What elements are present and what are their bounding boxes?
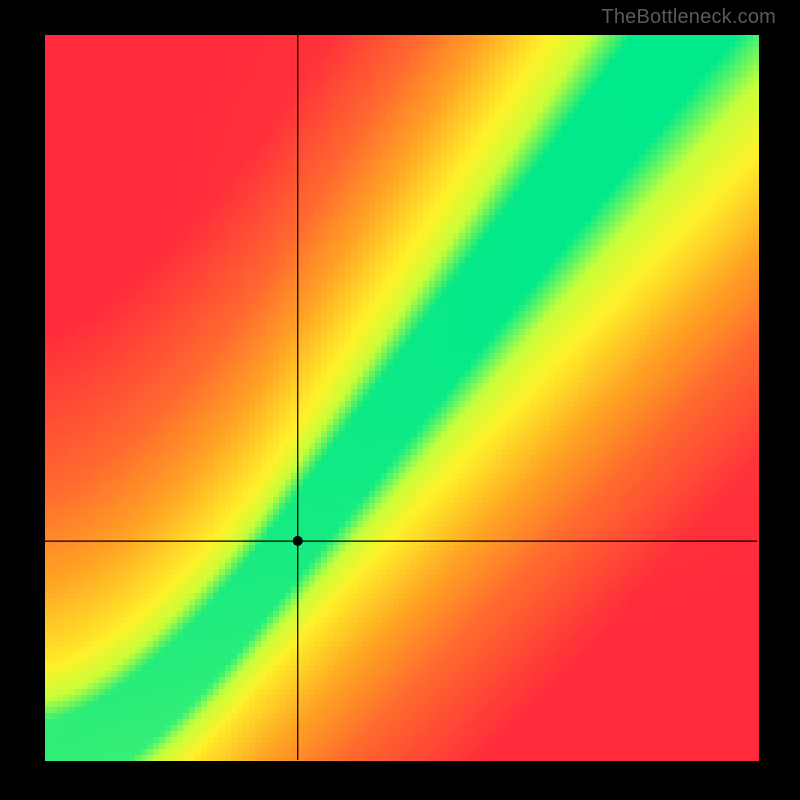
chart-container: TheBottleneck.com — [0, 0, 800, 800]
bottleneck-heatmap — [0, 0, 800, 800]
watermark-text: TheBottleneck.com — [601, 6, 776, 29]
